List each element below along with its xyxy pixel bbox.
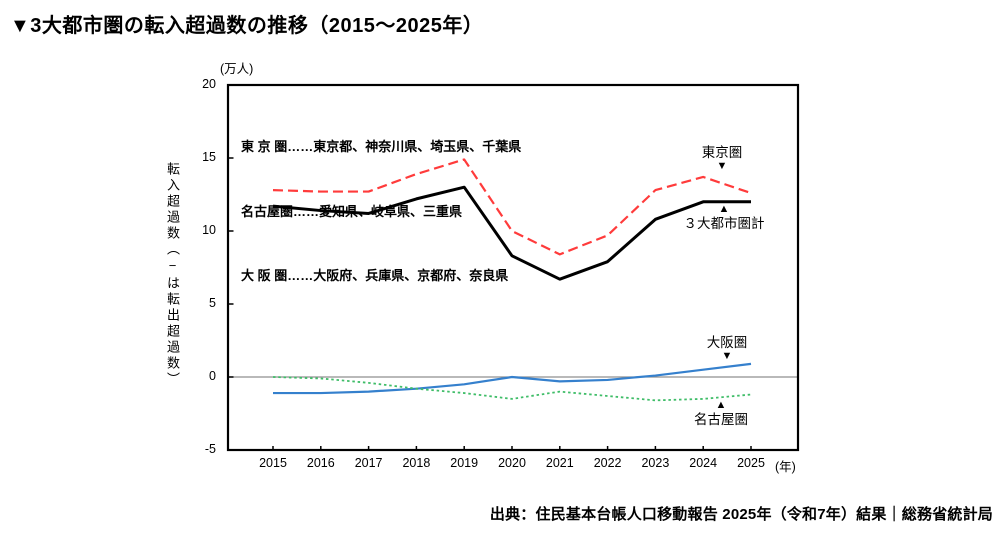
y-tick-label: 10 bbox=[202, 223, 216, 237]
x-year-label: 2022 bbox=[593, 456, 622, 470]
y-axis-title-part: は転出超過数） bbox=[165, 276, 180, 388]
y-tick-label: 5 bbox=[209, 296, 216, 310]
plot-frame bbox=[226, 83, 800, 452]
tokyo-area-line bbox=[272, 158, 752, 256]
annotation-label: 東京圏 bbox=[701, 145, 743, 160]
nagoya-area-line bbox=[272, 376, 752, 402]
annotation-label: 大阪圏 bbox=[706, 335, 748, 350]
annotation-label: ３大都市圏計 bbox=[683, 216, 765, 231]
three-metro-total-line bbox=[272, 185, 751, 281]
x-year-label: 2019 bbox=[450, 456, 479, 470]
y-tick-label: -5 bbox=[204, 442, 216, 456]
minus-sign: − bbox=[165, 258, 180, 276]
x-year-label: 2015 bbox=[259, 456, 287, 470]
down-triangle-icon: ▼ bbox=[716, 160, 728, 172]
annotation-tokyo-area: 東京圏 ▼ bbox=[692, 145, 752, 172]
legend-block: 東 京 圏……東京都、神奈川県、埼玉県、千葉県 名古屋圏……愛知県、岐阜県、三重… bbox=[241, 93, 521, 330]
x-year-label: 2021 bbox=[545, 456, 574, 470]
x-year-label: 2017 bbox=[354, 456, 383, 470]
legend-line-nagoya: 名古屋圏……愛知県、岐阜県、三重県 bbox=[241, 203, 463, 219]
x-year-label: 2016 bbox=[306, 456, 335, 470]
y-tick-label: 20 bbox=[202, 77, 216, 91]
y-axis-title-part: 転入超過数（ bbox=[165, 162, 180, 258]
x-year-label: 2018 bbox=[402, 456, 431, 470]
source-citation: 出典：住民基本台帳人口移動報告 2025年（令和7年）結果｜総務省統計局 bbox=[489, 506, 993, 523]
up-triangle-icon: ▲ bbox=[718, 203, 730, 215]
page-title: ▼3大都市圏の転入超過数の推移（2015～2025年） bbox=[10, 15, 484, 37]
legend-line-osaka: 大 阪 圏……大阪府、兵庫県、京都府、奈良県 bbox=[241, 268, 509, 283]
x-year-label: 2024 bbox=[689, 456, 718, 470]
up-triangle-icon: ▲ bbox=[715, 399, 727, 411]
annotation-label: 名古屋圏 bbox=[694, 412, 748, 427]
osaka-area-line bbox=[273, 362, 752, 395]
y-axis-title: 転入超過数（−は転出超過数） bbox=[165, 162, 180, 388]
annotation-nagoya-area: ▲ 名古屋圏 bbox=[691, 399, 751, 428]
y-tick-label: 15 bbox=[202, 150, 216, 164]
x-year-label: 2020 bbox=[498, 456, 526, 470]
y-tick-label: 0 bbox=[209, 369, 216, 383]
y-axis-unit-label: (万人) bbox=[220, 62, 254, 76]
annotation-three-metro-total: ▲ ３大都市圏計 bbox=[676, 203, 772, 232]
annotation-osaka-area: 大阪圏 ▼ bbox=[697, 335, 757, 362]
x-axis-unit-label: (年) bbox=[775, 460, 796, 474]
down-triangle-icon: ▼ bbox=[721, 350, 733, 362]
legend-line-tokyo: 東 京 圏……東京都、神奈川県、埼玉県、千葉県 bbox=[241, 139, 522, 154]
x-year-label: 2025 bbox=[737, 456, 765, 470]
x-year-label: 2023 bbox=[641, 456, 670, 470]
